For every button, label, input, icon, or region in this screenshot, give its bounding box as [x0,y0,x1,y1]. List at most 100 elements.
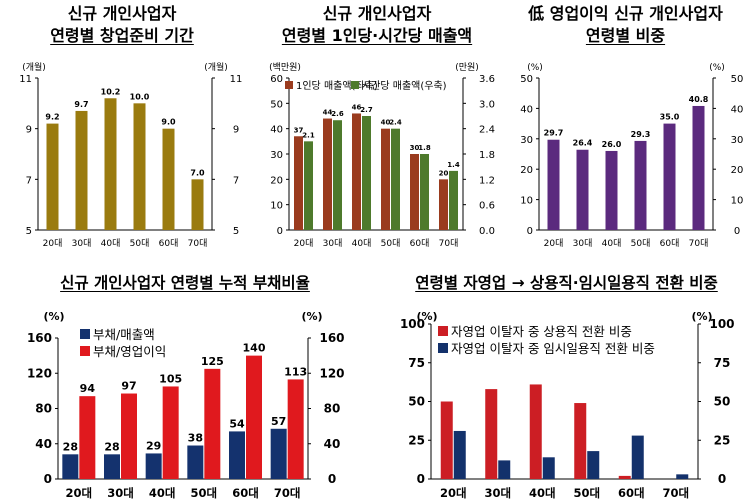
chart4-category-label: 20대 [66,486,93,500]
chart2-bar-s2 [362,116,371,230]
chart3-bar-s1 [605,150,618,230]
chart4-title-line1: 신규 개인사업자 연령별 누적 부채비율 [60,274,310,292]
chart4-category-label: 50대 [191,486,218,500]
chart4-right-tick-label: 0 [328,472,336,486]
chart3-bar-s1 [634,140,647,230]
chart4-data-label: 140 [243,342,266,355]
chart2-category-label: 50대 [381,238,401,249]
chart5-category-label: 20대 [440,486,467,500]
chart4-legend-item-1: 부채/매출액 [80,326,166,343]
chart2-data-label: 46 [352,103,362,111]
chart4-legend-swatch-2 [80,346,90,356]
chart2-legend: 1인당 매출액(좌축) [285,80,378,94]
chart3-data-label: 29.3 [631,130,651,139]
chart4-bar-s1 [187,445,204,479]
chart5-bar-s1 [529,384,542,479]
chart2-bar-s1 [439,179,448,230]
chart4-bar-s1 [62,454,79,479]
chart5-category-label: 30대 [484,486,511,500]
chart1-right-tick-label: 7 [233,175,239,186]
chart1-data-label: 9.2 [45,113,59,122]
chart1-title-line1: 신규 개인사업자 [67,4,177,23]
chart3-right-tick-label: 20 [731,165,744,176]
chart4-category-label: 40대 [149,486,176,500]
chart5-left-tick-label: 75 [408,356,425,370]
chart5-legend-swatch-2 [438,343,448,353]
chart3-bar-s1 [576,149,589,230]
chart4-left-tick-label: 80 [35,402,52,416]
chart2-bar-s2 [420,154,429,230]
chart1-category-label: 40대 [101,238,121,249]
chart2-legend-label-1: 1인당 매출액(좌축) [296,81,378,92]
chart4-bar-s2 [162,386,179,479]
chart3-data-label: 40.8 [689,95,709,104]
chart1-left-tick-label: 5 [26,226,32,237]
chart2-left-tick-label: 10 [270,201,283,212]
chart3-left-tick-label: 10 [520,196,533,207]
chart4-left-unit: (%) [43,310,64,323]
chart3-category-label: 60대 [660,238,680,249]
chart4-bar-s1 [104,454,120,479]
chart2-left-tick-label: 50 [270,99,283,110]
chart2-right-tick-label: 3.0 [479,99,495,110]
chart3-data-label: 26.0 [602,140,622,149]
chart5-category-label: 40대 [529,486,556,500]
chart5-bar-s2 [453,430,466,479]
chart5-bar-s2 [676,474,689,479]
chart3-bar-s1 [547,139,560,230]
chart5-right-unit: (%) [691,310,712,323]
chart1-data-label: 9.7 [74,100,88,109]
chart2-legend-swatch-2 [351,81,359,89]
chart4-legend-swatch-1 [80,329,90,339]
chart3-right-tick-label: 30 [731,135,744,146]
chart2-bar-s1 [410,154,419,230]
chart2-right-tick-label: 0.6 [479,201,495,212]
chart4-data-label: 125 [201,355,224,368]
chart3-right-tick-label: 40 [731,104,744,115]
chart1-left-unit: (개월) [22,61,46,73]
chart5-bar-s2 [498,460,511,479]
chart2-data-label: 37 [294,126,304,134]
chart2-legend-b: 시간당 매출액(우축) [351,80,447,94]
chart3-category-label: 50대 [631,238,651,249]
chart3-left-tick-label: 20 [520,165,533,176]
chart5-left-tick-label: 100 [400,317,425,331]
chart2-data-label: 1.8 [418,144,431,152]
chart5-bar-s1 [485,389,498,479]
chart1-bar-s1 [162,128,175,230]
chart2-left-tick-label: 40 [270,125,283,136]
chart5-left-tick-label: 25 [408,433,425,447]
chart2-legend-item-2: 시간당 매출액(우축) [351,80,447,94]
chart4-bar-s2 [79,396,96,479]
chart4-category-label: 30대 [107,486,134,500]
chart4-legend: 부채/매출액 부채/영업이익 [80,326,166,360]
chart3-bar-s1 [692,105,705,230]
chart2-left-tick-label: 30 [270,150,283,161]
chart2-bar-s1 [352,113,361,230]
chart1-title-line2: 연령별 창업준비 기간 [50,26,194,45]
chart5-category-label: 60대 [618,486,645,500]
chart4-bar-s2 [287,379,304,479]
chart5-right-tick-label: 75 [714,356,731,370]
chart1-right-tick-label: 9 [233,125,239,136]
chart2-svg: 0 10 20 30 40 50 60 0.0 0.6 1.2 1.8 2.4 3.0 3.6 (백만원) (… [269,62,495,249]
chart2-category-label: 70대 [439,238,459,249]
chart2-bar-s1 [323,118,332,230]
chart4-legend-label-2: 부채/영업이익 [93,344,167,359]
chart4-bar-s1 [270,428,287,479]
chart5-legend-item-2: 자영업 이탈자 중 임시일용직 전환 비중 [438,340,655,357]
chart4-data-label: 28 [63,440,78,453]
chart2-data-label: 2.1 [302,131,315,139]
chart3-left-tick-label: 30 [520,135,533,146]
chart4-category-label: 60대 [232,486,259,500]
chart2-bar-s2 [391,128,400,230]
chart5-right-tick-label: 100 [709,317,734,331]
chart4-svg: 0 0 40 40 80 80 120 120 160 160 (%) (%) 20대 28 94 30대 28… [27,310,345,500]
chart5-right-tick-label: 0 [718,472,726,486]
chart1-data-label: 7.0 [190,168,205,177]
chart5-bar-s1 [618,475,631,479]
chart2-right-tick-label: 2.4 [479,125,495,136]
chart4-title: 신규 개인사업자 연령별 누적 부채비율 [0,272,370,294]
chart5-right-tick-label: 25 [714,433,731,447]
